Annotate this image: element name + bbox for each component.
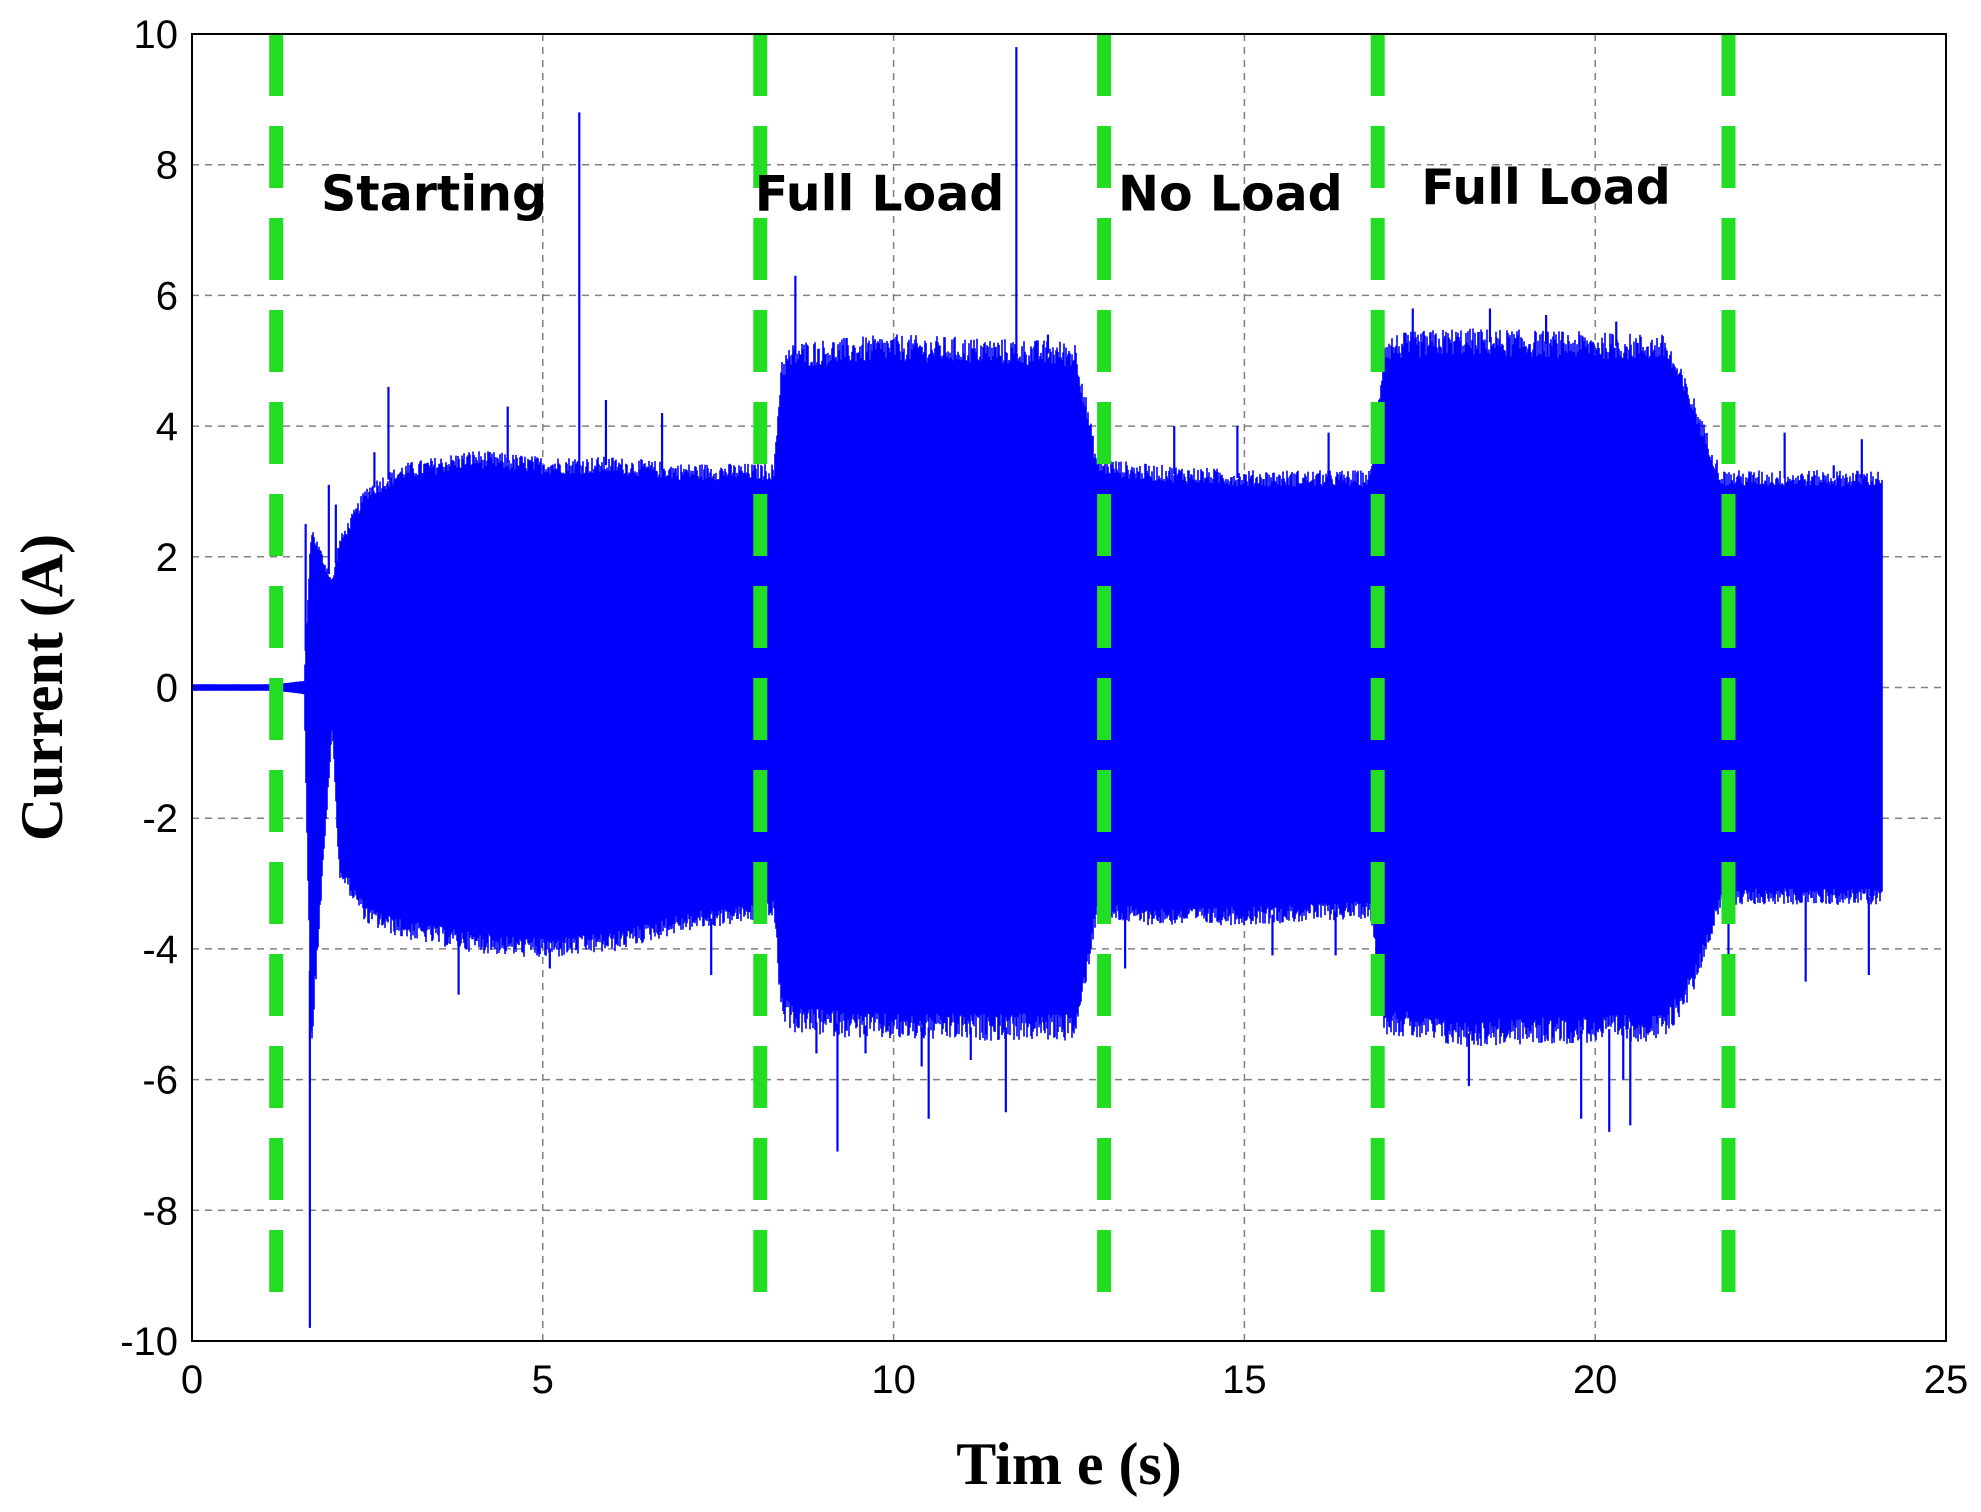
y-tick-label: 10: [134, 13, 179, 57]
y-tick-label: -8: [142, 1189, 178, 1233]
x-tick-label: 0: [181, 1358, 203, 1402]
y-tick-label: 6: [156, 274, 178, 318]
y-tick-label: -10: [120, 1320, 178, 1364]
phase-label: Full Load: [755, 165, 1005, 222]
y-axis-title: Current (A): [9, 534, 75, 841]
phase-label: Full Load: [1421, 159, 1671, 216]
y-tick-label: 4: [156, 405, 178, 449]
y-tick-label: -2: [142, 797, 178, 841]
x-tick-label: 10: [871, 1358, 916, 1402]
phase-label: No Load: [1118, 165, 1343, 222]
phase-label: Starting: [321, 165, 547, 222]
y-tick-label: -6: [142, 1059, 178, 1103]
x-tick-label: 5: [532, 1358, 554, 1402]
y-tick-label: -4: [142, 928, 178, 972]
y-tick-label: 0: [156, 667, 178, 711]
x-axis-title: Tim e (s): [956, 1431, 1182, 1497]
x-tick-label: 25: [1924, 1358, 1969, 1402]
axis-ticks: 0 5 10 15 20 25 -10 -8 -6 -4 -2 0 2 4 6 8 10: [120, 13, 1968, 1402]
x-tick-label: 15: [1222, 1358, 1267, 1402]
x-tick-label: 20: [1573, 1358, 1618, 1402]
plot-frame: [191, 33, 1947, 1342]
phase-markers: [269, 34, 1736, 1296]
phase-labels: Starting Full Load No Load Full Load: [321, 159, 1671, 223]
y-tick-label: 8: [156, 144, 178, 188]
y-tick-label: 2: [156, 536, 178, 580]
